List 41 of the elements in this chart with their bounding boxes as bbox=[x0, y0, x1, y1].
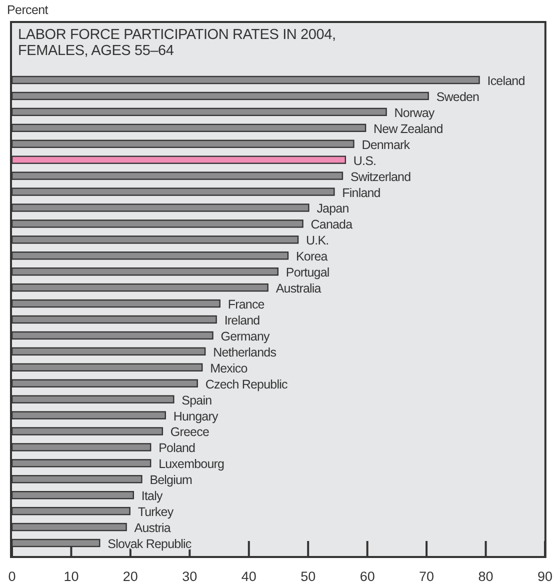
y-tick-label: France bbox=[228, 298, 265, 312]
y-tick-label: U.S. bbox=[353, 154, 376, 168]
x-tick-label: 90 bbox=[537, 569, 553, 584]
y-tick-label: Hungary bbox=[173, 409, 219, 424]
y-tick-label: Portugal bbox=[286, 266, 330, 280]
chart-title: LABOR FORCE PARTICIPATION RATES IN 2004, FEMALES, AGES 55–64 bbox=[18, 27, 336, 59]
y-tick-label: Spain bbox=[182, 393, 212, 408]
y-tick-label: Iceland bbox=[487, 74, 526, 88]
y-tick-label: Korea bbox=[296, 250, 328, 264]
y-tick-label: Belgium bbox=[150, 473, 192, 488]
x-tick-label: 60 bbox=[360, 569, 375, 584]
y-tick-label: Turkey bbox=[138, 505, 174, 520]
x-tick-label: 10 bbox=[64, 569, 79, 584]
y-tick-label: U.K. bbox=[306, 234, 329, 248]
y-tick-label: Italy bbox=[141, 489, 164, 504]
text: Percent bbox=[7, 3, 49, 17]
y-tick-label: Poland bbox=[158, 441, 196, 456]
x-tick-label: 30 bbox=[182, 569, 198, 584]
x-tick-label: 40 bbox=[241, 569, 256, 584]
x-tick-label: 50 bbox=[300, 569, 316, 584]
y-tick-label: Canada bbox=[310, 218, 353, 232]
y-tick-label: Australia bbox=[276, 282, 322, 296]
x-tick-label: 70 bbox=[419, 569, 434, 584]
y-tick-label: Austria bbox=[134, 521, 171, 536]
y-tick-label: Denmark bbox=[362, 138, 411, 152]
y-tick-label: Greece bbox=[170, 425, 210, 440]
y-tick-label: Norway bbox=[394, 106, 436, 120]
x-tick-label: 80 bbox=[478, 569, 494, 584]
y-tick-label: Sweden bbox=[436, 90, 480, 104]
y-tick-label: Czech Republic bbox=[205, 377, 288, 392]
y-tick-label: Ireland bbox=[224, 313, 260, 328]
y-tick-label: Netherlands bbox=[213, 345, 276, 360]
y-tick-label: Germany bbox=[220, 329, 271, 344]
y-tick-label: New Zealand bbox=[374, 122, 444, 136]
y-tick-label: Japan bbox=[316, 202, 350, 216]
y-tick-label: Mexico bbox=[210, 361, 248, 376]
y-tick-label: Finland bbox=[342, 186, 381, 200]
y-tick-label: Luxembourg bbox=[158, 457, 225, 472]
x-tick-label: 20 bbox=[122, 569, 138, 584]
y-tick-label: Switzerland bbox=[350, 170, 412, 184]
x-tick-label: 0 bbox=[8, 569, 16, 584]
